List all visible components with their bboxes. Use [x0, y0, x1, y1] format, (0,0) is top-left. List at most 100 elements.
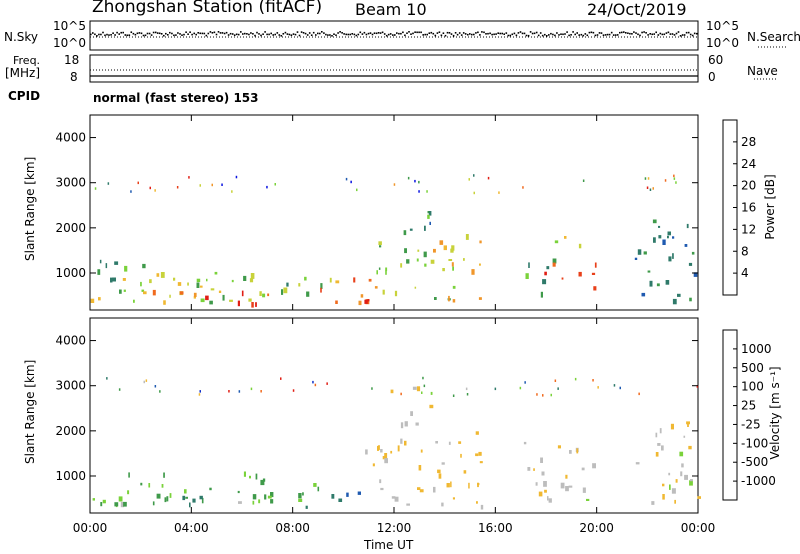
nsky-point	[681, 34, 684, 36]
heatmap-cell	[118, 496, 123, 502]
nsky-point	[467, 33, 469, 36]
velocity-cbar-tick-label: 100	[741, 380, 764, 394]
heatmap-cell	[346, 492, 349, 497]
heatmap-cell	[424, 263, 427, 267]
heatmap-cell	[536, 393, 538, 396]
heatmap-cell	[161, 484, 164, 488]
nsky-point	[600, 32, 603, 34]
heatmap-cell	[259, 291, 262, 296]
heatmap-cell	[452, 266, 454, 271]
heatmap-cell	[564, 236, 567, 239]
heatmap-cell	[267, 495, 272, 499]
heatmap-cell	[114, 502, 119, 507]
nsky-point	[511, 33, 514, 36]
heatmap-cell	[243, 471, 246, 477]
nsky-point	[381, 31, 384, 34]
heatmap-cell	[550, 393, 552, 397]
nsky-point	[359, 31, 362, 34]
nsky-point	[343, 33, 345, 35]
heatmap-cell	[498, 191, 500, 194]
nsky-point	[576, 32, 578, 34]
heatmap-cell	[652, 187, 654, 190]
heatmap-cell	[578, 271, 582, 277]
heatmap-cell	[235, 175, 238, 179]
nsky-point	[302, 32, 305, 34]
nsky-point	[321, 31, 323, 33]
nsky-point	[329, 34, 331, 36]
nsky-point	[223, 32, 226, 35]
velocity-cells	[92, 376, 701, 510]
heatmap-cell	[281, 289, 284, 295]
heatmap-cell	[560, 482, 565, 489]
nsky-point	[337, 32, 339, 34]
nsky-point	[643, 31, 645, 33]
heatmap-cell	[127, 490, 130, 495]
heatmap-cell	[320, 283, 323, 289]
y-tick-label: 1000	[55, 469, 86, 483]
heatmap-cell	[292, 389, 295, 392]
y-tick-label: 3000	[55, 176, 86, 190]
heatmap-cell	[189, 502, 191, 508]
nsky-point	[564, 33, 566, 35]
nsky-point	[533, 32, 536, 35]
nsky-point	[266, 33, 268, 36]
nsky-point	[562, 33, 564, 36]
nsky-point	[475, 32, 477, 34]
heatmap-cell	[428, 211, 432, 216]
nsky-point	[90, 33, 92, 36]
heatmap-cell	[419, 489, 424, 493]
nsky-point	[398, 32, 400, 35]
heatmap-cell	[647, 177, 650, 180]
nsky-point	[333, 33, 335, 35]
heatmap-cell	[416, 386, 421, 392]
heatmap-cell	[552, 262, 556, 267]
velocity-cbar-tick-label: 1000	[741, 342, 772, 356]
nsky-point	[260, 34, 262, 37]
heatmap-cell	[475, 431, 479, 435]
nsky-point	[193, 32, 195, 35]
power-ylabel: Slant Range [km]	[23, 156, 37, 261]
nsky-point	[189, 31, 191, 33]
heatmap-cell	[430, 391, 433, 395]
heatmap-cell	[403, 230, 407, 236]
nsky-point	[244, 32, 246, 35]
nsky-point	[546, 35, 548, 37]
nsky-point	[140, 32, 143, 35]
heatmap-cell	[554, 379, 557, 382]
nsky-point	[211, 32, 214, 34]
nsky-point	[278, 34, 281, 36]
heatmap-cell	[152, 501, 155, 506]
param-series	[90, 31, 698, 77]
nsky-point	[106, 33, 108, 36]
nsky-point	[689, 33, 692, 36]
nsky-point	[560, 33, 562, 35]
heatmap-cell	[441, 502, 444, 507]
cpid-text: normal (fast stereo) 153	[93, 91, 259, 105]
nsky-point	[566, 31, 568, 33]
nsky-point	[691, 34, 694, 37]
heatmap-cell	[533, 468, 535, 471]
nsky-point	[598, 32, 601, 34]
heatmap-cell	[688, 445, 692, 450]
nsky-point	[608, 33, 611, 36]
heatmap-cell	[441, 462, 445, 465]
nsky-panel	[89, 20, 699, 51]
heatmap-cell	[169, 294, 171, 298]
nsky-point	[108, 34, 110, 36]
heatmap-cell	[379, 479, 382, 484]
y-tick-label: 4000	[55, 334, 86, 348]
heatmap-cell	[406, 503, 410, 506]
heatmap-cell	[451, 245, 455, 251]
heatmap-cell	[655, 452, 659, 457]
heatmap-cell	[591, 272, 596, 275]
heatmap-cell	[267, 293, 270, 297]
nsky-point	[588, 31, 591, 34]
nsky-point	[268, 33, 270, 36]
heatmap-cell	[664, 179, 667, 182]
nsky-point	[548, 34, 550, 36]
heatmap-cell	[439, 240, 444, 245]
heatmap-cell	[443, 245, 447, 251]
velocity-cbar-tick-label: -25	[741, 417, 761, 431]
heatmap-cell	[314, 383, 317, 387]
y-tick-label: 3000	[55, 379, 86, 393]
